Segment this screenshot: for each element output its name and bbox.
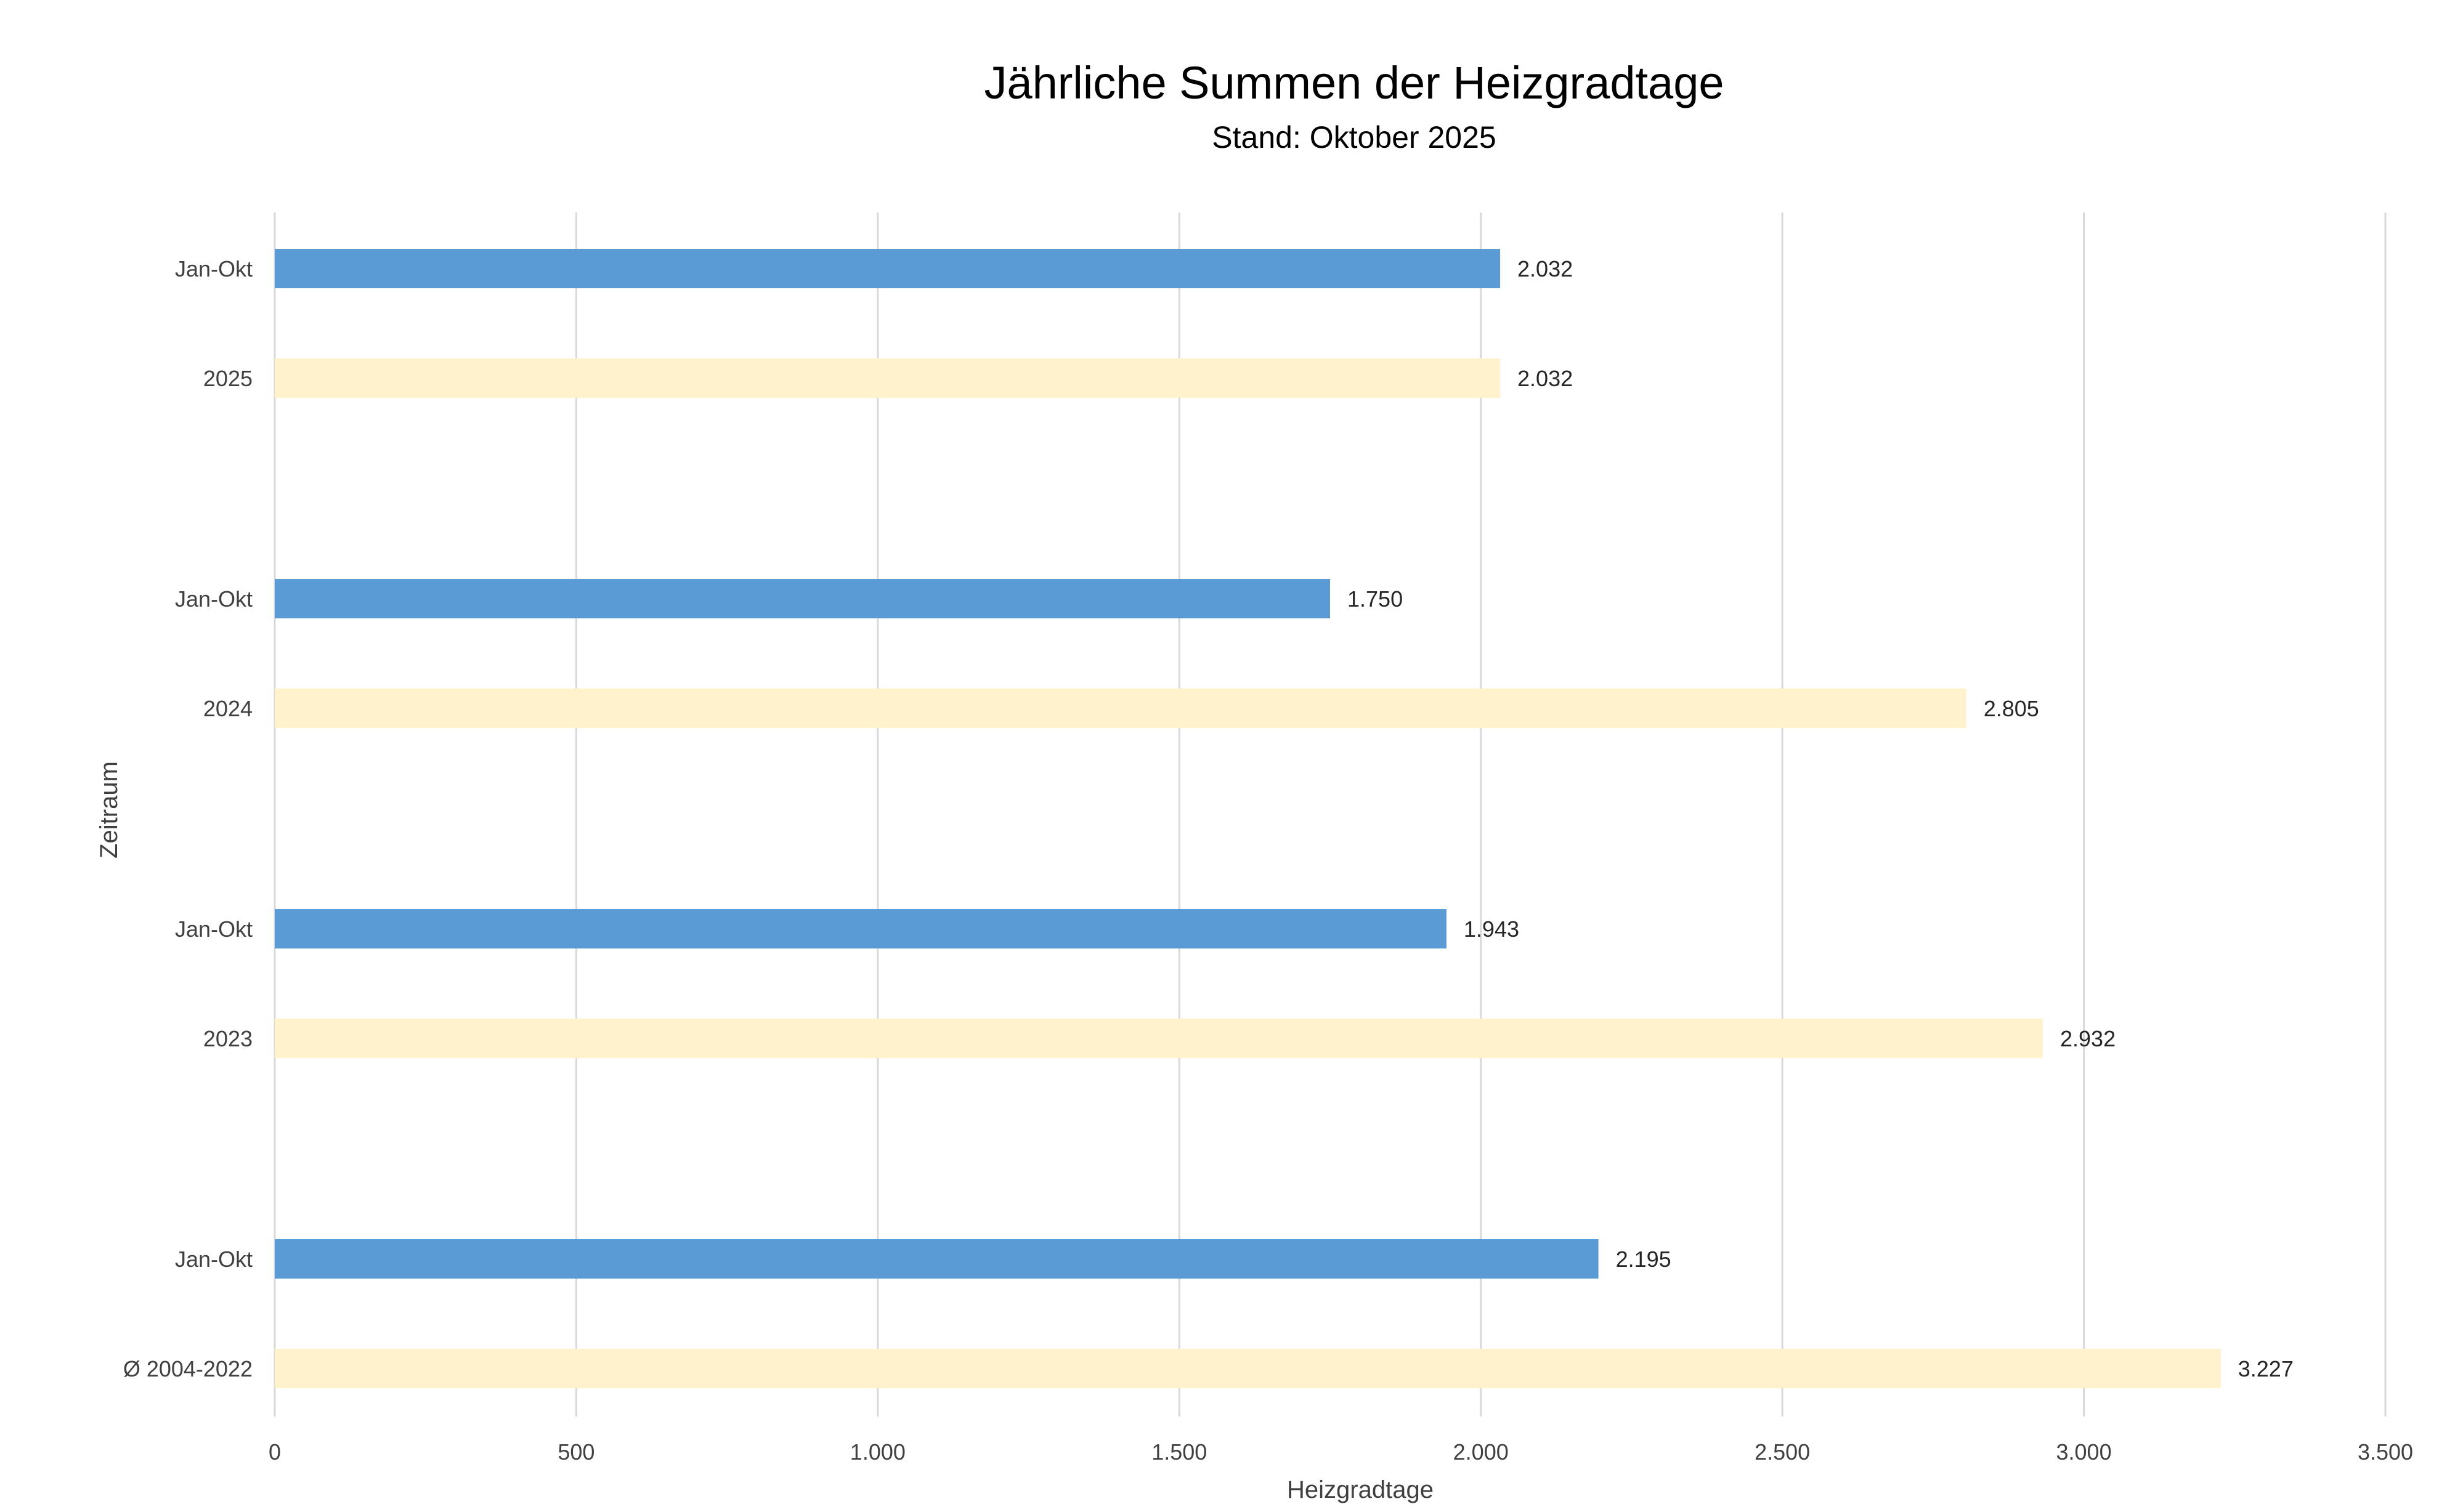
x-tick-label: 2.000 xyxy=(1453,1439,1509,1465)
bar-jan-okt xyxy=(275,579,1330,618)
chart-subtitle: Stand: Oktober 2025 xyxy=(1212,120,1496,155)
category-label: Jan-Okt xyxy=(175,916,253,942)
category-label: Jan-Okt xyxy=(175,256,253,281)
y-axis-title: Zeitraum xyxy=(95,761,123,859)
chart-title: Jährliche Summen der Heizgradtage xyxy=(984,57,1724,108)
category-label: Jan-Okt xyxy=(175,1247,253,1272)
data-label: 1.943 xyxy=(1464,916,1519,942)
category-label: Ø 2004-2022 xyxy=(123,1356,253,1381)
bar-jan-okt xyxy=(275,249,1501,288)
data-label: 2.195 xyxy=(1616,1247,1671,1272)
category-label: 2023 xyxy=(203,1026,253,1051)
bar-full-year xyxy=(275,1019,2043,1058)
x-tick-label: 0 xyxy=(269,1439,281,1465)
label-layer: 2.032 2.032 1.750 2.805 1.943 2.932 2.195 3.227 xyxy=(1347,256,2294,1381)
x-axis-title: Heizgradtage xyxy=(1287,1476,1434,1503)
data-label: 3.227 xyxy=(2238,1356,2294,1381)
x-tick-label: 3.000 xyxy=(2056,1439,2112,1465)
bar-jan-okt xyxy=(275,1239,1599,1279)
category-label: 2025 xyxy=(203,366,253,391)
tick-layer: 0 500 1.000 1.500 2.000 2.500 3.000 3.500 xyxy=(269,1439,2413,1465)
data-label: 2.032 xyxy=(1517,256,1573,281)
grid-layer xyxy=(274,212,2387,1417)
x-tick-label: 500 xyxy=(558,1439,594,1465)
x-tick-label: 1.000 xyxy=(850,1439,906,1465)
data-label: 2.032 xyxy=(1517,366,1573,391)
data-label: 2.805 xyxy=(1984,696,2039,721)
bar-jan-okt xyxy=(275,909,1447,948)
x-tick-label: 3.500 xyxy=(2358,1439,2413,1465)
category-label: 2024 xyxy=(203,696,253,721)
bar-layer xyxy=(275,249,2221,1388)
bar-full-year xyxy=(275,358,1501,398)
x-tick-label: 1.500 xyxy=(1151,1439,1207,1465)
x-tick-label: 2.500 xyxy=(1755,1439,1810,1465)
data-label: 1.750 xyxy=(1347,586,1403,612)
data-label: 2.932 xyxy=(2060,1026,2116,1051)
category-label: Jan-Okt xyxy=(175,586,253,612)
bar-full-year xyxy=(275,689,1966,728)
category-layer: Jan-Okt 2025 Jan-Okt 2024 Jan-Okt 2023 Jan-Okt… xyxy=(123,256,253,1381)
bar-full-year xyxy=(275,1349,2221,1388)
